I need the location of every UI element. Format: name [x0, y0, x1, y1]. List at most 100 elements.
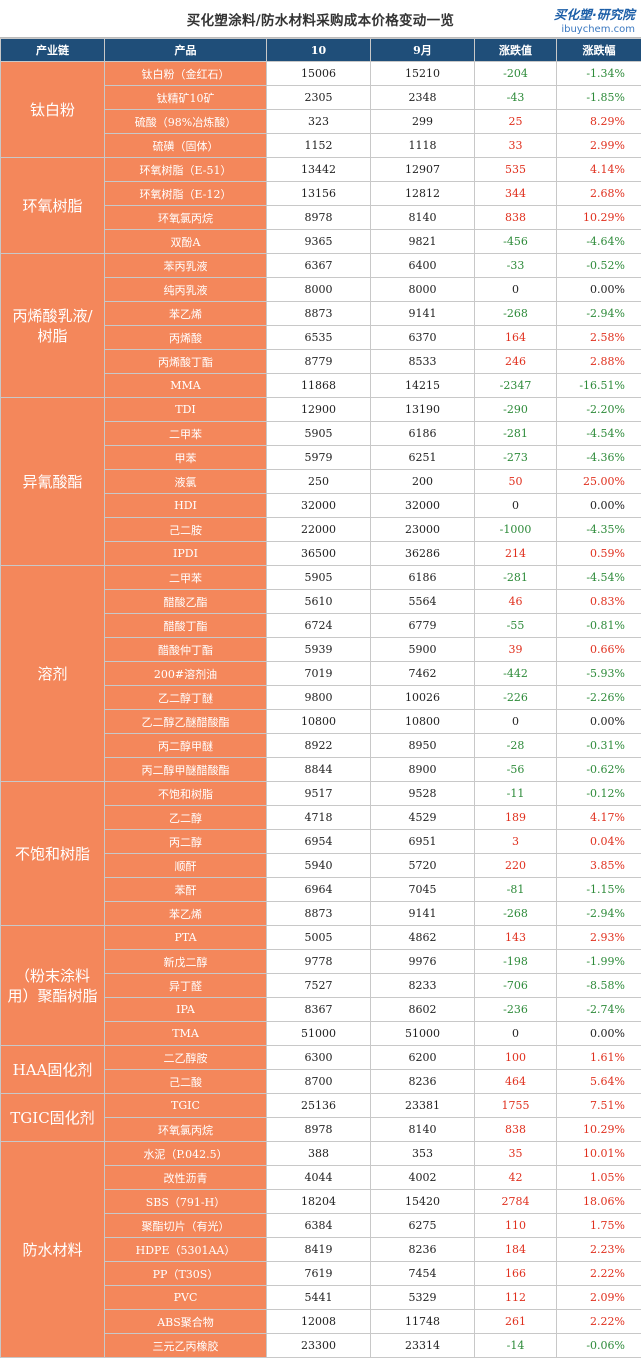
- col-header-sep: 9月: [371, 39, 475, 62]
- product-cell: 乙二醇丁醚: [105, 686, 267, 710]
- change-pct-cell: 2.99%: [557, 134, 641, 158]
- change-pct-cell: 8.29%: [557, 110, 641, 134]
- change-value-cell: -28: [475, 734, 557, 758]
- oct-price-cell: 8978: [267, 1118, 371, 1142]
- product-cell: 己二酸: [105, 1070, 267, 1094]
- change-pct-cell: 3.85%: [557, 854, 641, 878]
- sep-price-cell: 13190: [371, 398, 475, 422]
- change-value-cell: -81: [475, 878, 557, 902]
- sep-price-cell: 6779: [371, 614, 475, 638]
- product-cell: 醋酸丁酯: [105, 614, 267, 638]
- change-pct-cell: 0.04%: [557, 830, 641, 854]
- change-value-cell: 214: [475, 542, 557, 566]
- sep-price-cell: 12812: [371, 182, 475, 206]
- sep-price-cell: 6186: [371, 566, 475, 590]
- sep-price-cell: 4529: [371, 806, 475, 830]
- oct-price-cell: 22000: [267, 518, 371, 542]
- product-cell: 硫酸（98%冶炼酸）: [105, 110, 267, 134]
- col-header-change: 涨跌值: [475, 39, 557, 62]
- sep-price-cell: 32000: [371, 494, 475, 518]
- oct-price-cell: 5905: [267, 422, 371, 446]
- category-cell: 丙烯酸乳液/树脂: [1, 254, 105, 398]
- change-value-cell: -2347: [475, 374, 557, 398]
- product-cell: IPDI: [105, 542, 267, 566]
- sep-price-cell: 8900: [371, 758, 475, 782]
- sep-price-cell: 23381: [371, 1094, 475, 1118]
- change-pct-cell: -5.93%: [557, 662, 641, 686]
- category-cell: 溶剂: [1, 566, 105, 782]
- product-cell: 异丁醛: [105, 974, 267, 998]
- product-cell: 乙二醇乙醚醋酸酯: [105, 710, 267, 734]
- product-cell: 硫磺（固体）: [105, 134, 267, 158]
- sep-price-cell: 23000: [371, 518, 475, 542]
- change-pct-cell: 0.00%: [557, 278, 641, 302]
- product-cell: TDI: [105, 398, 267, 422]
- change-value-cell: -33: [475, 254, 557, 278]
- change-value-cell: 184: [475, 1238, 557, 1262]
- change-value-cell: 110: [475, 1214, 557, 1238]
- change-value-cell: 261: [475, 1310, 557, 1334]
- change-pct-cell: -0.12%: [557, 782, 641, 806]
- oct-price-cell: 5610: [267, 590, 371, 614]
- change-pct-cell: -0.62%: [557, 758, 641, 782]
- product-cell: 环氧树脂（E-51）: [105, 158, 267, 182]
- product-cell: 二甲苯: [105, 422, 267, 446]
- change-pct-cell: 2.68%: [557, 182, 641, 206]
- category-cell: 环氧树脂: [1, 158, 105, 254]
- product-cell: HDPE（5301AA）: [105, 1238, 267, 1262]
- product-cell: 不饱和树脂: [105, 782, 267, 806]
- sep-price-cell: 8236: [371, 1238, 475, 1262]
- change-value-cell: 0: [475, 278, 557, 302]
- oct-price-cell: 5441: [267, 1286, 371, 1310]
- sep-price-cell: 4002: [371, 1166, 475, 1190]
- change-pct-cell: 1.61%: [557, 1046, 641, 1070]
- oct-price-cell: 13156: [267, 182, 371, 206]
- change-pct-cell: 10.29%: [557, 1118, 641, 1142]
- oct-price-cell: 11868: [267, 374, 371, 398]
- oct-price-cell: 4718: [267, 806, 371, 830]
- oct-price-cell: 323: [267, 110, 371, 134]
- oct-price-cell: 6954: [267, 830, 371, 854]
- sep-price-cell: 9528: [371, 782, 475, 806]
- change-value-cell: 46: [475, 590, 557, 614]
- change-value-cell: -273: [475, 446, 557, 470]
- change-value-cell: 100: [475, 1046, 557, 1070]
- oct-price-cell: 9800: [267, 686, 371, 710]
- oct-price-cell: 15006: [267, 62, 371, 86]
- change-pct-cell: 10.29%: [557, 206, 641, 230]
- change-value-cell: 535: [475, 158, 557, 182]
- oct-price-cell: 8922: [267, 734, 371, 758]
- sep-price-cell: 6251: [371, 446, 475, 470]
- report-header: 买化塑涂料/防水材料采购成本价格变动一览 买化塑·研究院 ibuychem.co…: [0, 0, 641, 38]
- product-cell: 顺酐: [105, 854, 267, 878]
- change-value-cell: -281: [475, 566, 557, 590]
- change-value-cell: 112: [475, 1286, 557, 1310]
- product-cell: 二乙醇胺: [105, 1046, 267, 1070]
- oct-price-cell: 36500: [267, 542, 371, 566]
- product-cell: 环氧氯丙烷: [105, 206, 267, 230]
- oct-price-cell: 32000: [267, 494, 371, 518]
- change-value-cell: 1755: [475, 1094, 557, 1118]
- change-value-cell: 25: [475, 110, 557, 134]
- sep-price-cell: 9141: [371, 302, 475, 326]
- change-value-cell: -456: [475, 230, 557, 254]
- change-pct-cell: 0.00%: [557, 710, 641, 734]
- sep-price-cell: 6200: [371, 1046, 475, 1070]
- category-cell: 防水材料: [1, 1142, 105, 1358]
- change-pct-cell: -16.51%: [557, 374, 641, 398]
- change-value-cell: -1000: [475, 518, 557, 542]
- product-cell: 甲苯: [105, 446, 267, 470]
- change-value-cell: 344: [475, 182, 557, 206]
- sep-price-cell: 8533: [371, 350, 475, 374]
- change-pct-cell: 2.93%: [557, 926, 641, 950]
- sep-price-cell: 9141: [371, 902, 475, 926]
- sep-price-cell: 9821: [371, 230, 475, 254]
- brand-logo: 买化塑·研究院 ibuychem.com: [554, 4, 635, 35]
- oct-price-cell: 4044: [267, 1166, 371, 1190]
- oct-price-cell: 8844: [267, 758, 371, 782]
- oct-price-cell: 12900: [267, 398, 371, 422]
